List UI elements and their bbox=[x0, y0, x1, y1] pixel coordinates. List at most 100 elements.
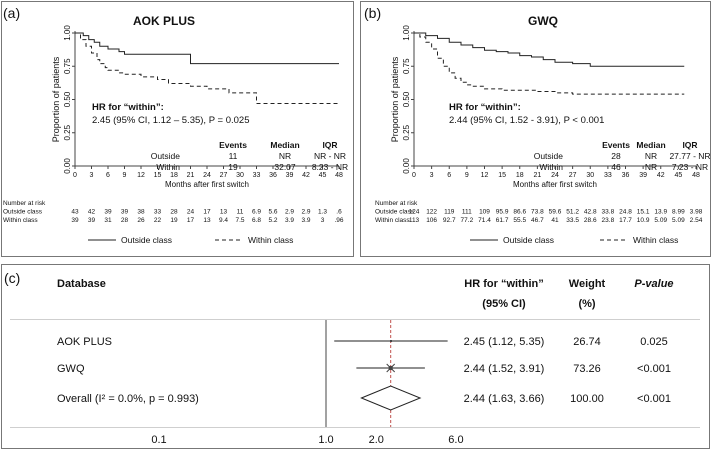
forest-x-tick-label: 0.1 bbox=[151, 434, 166, 446]
risk-value: 42 bbox=[88, 209, 96, 216]
x-tick-label: 15 bbox=[154, 172, 162, 179]
x-tick-label: 18 bbox=[170, 172, 178, 179]
risk-value: 28.6 bbox=[584, 217, 597, 224]
risk-value: 33.8 bbox=[602, 209, 615, 216]
x-tick-label: 39 bbox=[286, 172, 294, 179]
risk-value: 28 bbox=[121, 217, 129, 224]
forest-header-weight-1: Weight bbox=[569, 278, 606, 290]
risk-value: 17 bbox=[187, 217, 195, 224]
risk-row-label: Outside class bbox=[375, 209, 415, 216]
forest-weight-text: 26.74 bbox=[573, 336, 601, 348]
stats-events: 19 bbox=[228, 162, 238, 172]
stats-header: Events bbox=[602, 140, 630, 150]
stats-row-label: Within bbox=[539, 162, 563, 172]
risk-value: 5.6 bbox=[268, 209, 277, 216]
risk-value: 51.2 bbox=[566, 209, 579, 216]
risk-value: 2.9 bbox=[301, 209, 310, 216]
x-axis-label: Months after first switch bbox=[513, 180, 597, 189]
x-tick-label: 39 bbox=[639, 172, 647, 179]
stats-median: NR bbox=[645, 162, 657, 172]
risk-value: 7.5 bbox=[235, 217, 244, 224]
x-tick-label: 45 bbox=[319, 172, 327, 179]
risk-value: 46.7 bbox=[531, 217, 544, 224]
risk-value: 3.98 bbox=[690, 209, 703, 216]
risk-value: 59.6 bbox=[549, 209, 562, 216]
risk-value: 13 bbox=[203, 217, 211, 224]
forest-header-hr-1: HR for “within” bbox=[464, 278, 543, 290]
x-tick-label: 24 bbox=[551, 172, 559, 179]
x-tick-label: 27 bbox=[220, 172, 228, 179]
risk-value: 39 bbox=[71, 217, 79, 224]
risk-value: 6.8 bbox=[252, 217, 261, 224]
risk-table-title: Number at risk bbox=[375, 200, 418, 207]
y-tick-label: 0.25 bbox=[402, 124, 411, 140]
stats-iqr: 27.77 - NR bbox=[669, 151, 710, 161]
forest-overall-diamond bbox=[360, 385, 422, 411]
risk-value: 3.9 bbox=[301, 217, 310, 224]
risk-table-title: Number at risk bbox=[3, 200, 46, 207]
risk-value: 22 bbox=[154, 217, 162, 224]
forest-header-hr-2: (95% CI) bbox=[482, 298, 526, 310]
risk-value: 28 bbox=[170, 209, 178, 216]
stats-iqr: 8.23 - NR bbox=[312, 162, 348, 172]
stats-row-label: Outside bbox=[151, 151, 181, 161]
x-tick-label: 48 bbox=[335, 172, 343, 179]
risk-value: 15.1 bbox=[637, 209, 650, 216]
stats-median: NR bbox=[645, 151, 657, 161]
risk-value: 119 bbox=[444, 209, 455, 216]
risk-value: 26 bbox=[137, 217, 145, 224]
panel-c-frame bbox=[1, 264, 710, 449]
x-tick-label: 15 bbox=[498, 172, 506, 179]
forest-header-weight-2: (%) bbox=[578, 298, 595, 310]
x-tick-label: 3 bbox=[90, 172, 94, 179]
risk-value: 1.3 bbox=[318, 209, 327, 216]
forest-header-database: Database bbox=[57, 278, 106, 290]
hr-annotation-value: 2.45 (95% CI, 1.12 – 5.35), P = 0.025 bbox=[92, 115, 249, 126]
risk-row-label: Within class bbox=[375, 217, 410, 224]
risk-value: 6.9 bbox=[252, 209, 261, 216]
stats-header: Median bbox=[270, 140, 299, 150]
risk-value: 19 bbox=[170, 217, 178, 224]
risk-value: .6 bbox=[336, 209, 342, 216]
forest-overall-pvalue-text: <0.001 bbox=[637, 393, 671, 405]
forest-row-label: AOK PLUS bbox=[57, 336, 112, 348]
risk-value: 77.2 bbox=[461, 217, 474, 224]
x-tick-label: 0 bbox=[73, 172, 77, 179]
x-tick-label: 33 bbox=[604, 172, 612, 179]
y-axis-label: Proportion of patients bbox=[390, 56, 400, 142]
x-tick-label: 42 bbox=[657, 172, 665, 179]
legend-outside-label: Outside class bbox=[121, 235, 172, 245]
stats-median: NR bbox=[279, 151, 291, 161]
risk-value: 43 bbox=[71, 209, 79, 216]
x-tick-label: 6 bbox=[106, 172, 110, 179]
risk-value: 61.7 bbox=[496, 217, 509, 224]
risk-value: 33.5 bbox=[566, 217, 579, 224]
y-tick-label: 0.00 bbox=[402, 158, 411, 174]
hr-annotation-value: 2.44 (95% CI, 1.52 - 3.91), P < 0.001 bbox=[449, 115, 604, 126]
x-tick-label: 21 bbox=[187, 172, 195, 179]
km-plot-aok-plus: 0.00 0.25 0.50 0.75 1.00 Proportion of patien… bbox=[3, 25, 348, 245]
y-axis-label: Proportion of patients bbox=[51, 56, 61, 142]
x-tick-label: 48 bbox=[692, 172, 700, 179]
x-tick-label: 21 bbox=[533, 172, 541, 179]
x-tick-label: 45 bbox=[674, 172, 682, 179]
risk-value: 5.2 bbox=[268, 217, 277, 224]
risk-value: 42.8 bbox=[584, 209, 597, 216]
risk-value: 39 bbox=[88, 217, 96, 224]
forest-plot: AOK PLUS 2.45 (1.12, 5.35) 26.74 0.025 GWQ 2.… bbox=[57, 320, 671, 446]
forest-weight-text: 73.26 bbox=[573, 363, 601, 375]
panel-a-frame bbox=[1, 1, 354, 257]
risk-row-label: Outside class bbox=[3, 209, 43, 216]
forest-overall-weight-text: 100.00 bbox=[570, 393, 604, 405]
km-plot-gwq: 0.00 0.25 0.50 0.75 1.00 Proportion of patien… bbox=[375, 25, 711, 245]
risk-value: 10.9 bbox=[637, 217, 650, 224]
x-tick-label: 24 bbox=[203, 172, 211, 179]
x-tick-label: 36 bbox=[622, 172, 630, 179]
risk-value: 55.5 bbox=[513, 217, 526, 224]
forest-x-tick-label: 2.0 bbox=[369, 434, 384, 446]
forest-overall-hr-text: 2.44 (1.63, 3.66) bbox=[464, 393, 545, 405]
forest-row-label: GWQ bbox=[57, 363, 85, 375]
x-tick-label: 18 bbox=[516, 172, 524, 179]
x-tick-label: 12 bbox=[137, 172, 145, 179]
